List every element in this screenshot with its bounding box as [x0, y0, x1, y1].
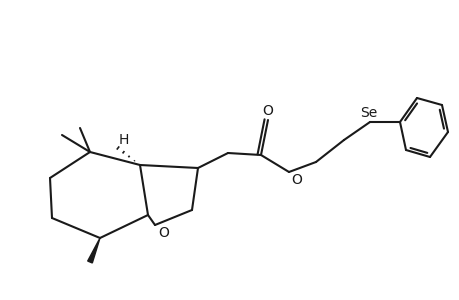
Text: H: H [119, 133, 129, 147]
Text: O: O [291, 173, 301, 187]
Polygon shape [88, 238, 100, 263]
Text: O: O [262, 104, 273, 118]
Text: O: O [157, 226, 168, 240]
Text: Se: Se [359, 106, 377, 120]
